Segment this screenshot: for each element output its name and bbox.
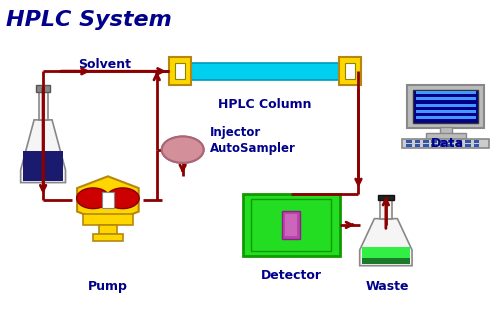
Bar xyxy=(432,144,437,146)
Bar xyxy=(457,140,462,143)
Bar xyxy=(416,110,476,113)
Bar xyxy=(83,214,133,225)
Bar xyxy=(36,85,50,92)
Polygon shape xyxy=(77,176,138,223)
Text: HPLC Column: HPLC Column xyxy=(218,98,312,111)
Bar xyxy=(474,140,480,143)
Bar xyxy=(426,133,466,139)
Bar xyxy=(252,199,331,251)
Bar xyxy=(466,144,471,146)
Bar xyxy=(440,127,452,134)
Text: Waste: Waste xyxy=(366,280,409,293)
Bar xyxy=(423,144,428,146)
Polygon shape xyxy=(360,219,412,266)
Bar xyxy=(432,140,437,143)
Polygon shape xyxy=(362,258,410,264)
Bar xyxy=(474,144,480,146)
Text: Data: Data xyxy=(430,137,464,150)
Bar xyxy=(440,144,446,146)
Bar xyxy=(423,140,428,143)
Bar xyxy=(38,89,48,120)
Bar xyxy=(448,140,454,143)
Text: Injector
AutoSampler: Injector AutoSampler xyxy=(210,126,296,155)
Bar xyxy=(175,63,185,79)
Polygon shape xyxy=(20,120,66,183)
Bar xyxy=(282,211,300,239)
Bar xyxy=(416,104,476,107)
Circle shape xyxy=(162,136,203,163)
Bar xyxy=(406,144,411,146)
Bar xyxy=(416,91,476,94)
Bar xyxy=(414,140,420,143)
Bar xyxy=(102,192,114,208)
Circle shape xyxy=(162,136,203,163)
Bar xyxy=(402,139,490,148)
Text: Solvent: Solvent xyxy=(78,59,131,72)
Bar xyxy=(407,85,484,128)
Bar xyxy=(466,140,471,143)
Bar xyxy=(169,57,192,85)
Bar xyxy=(440,140,446,143)
Bar xyxy=(378,195,394,200)
Bar xyxy=(414,144,420,146)
Bar xyxy=(192,63,338,80)
Bar xyxy=(406,140,411,143)
Bar xyxy=(93,234,123,241)
Bar xyxy=(416,116,476,119)
Circle shape xyxy=(76,188,110,209)
Text: HPLC System: HPLC System xyxy=(6,10,172,30)
Bar xyxy=(457,144,462,146)
Bar xyxy=(338,57,361,85)
Polygon shape xyxy=(362,247,410,264)
Bar xyxy=(413,90,478,123)
Text: Pump: Pump xyxy=(88,280,128,293)
Polygon shape xyxy=(23,151,63,181)
Bar xyxy=(380,197,392,219)
Bar xyxy=(344,63,354,79)
Text: Detector: Detector xyxy=(261,269,322,282)
Bar xyxy=(416,97,476,100)
Circle shape xyxy=(106,188,139,209)
Bar xyxy=(242,193,340,256)
Bar xyxy=(448,144,454,146)
Bar xyxy=(286,214,297,236)
Bar xyxy=(99,225,117,234)
